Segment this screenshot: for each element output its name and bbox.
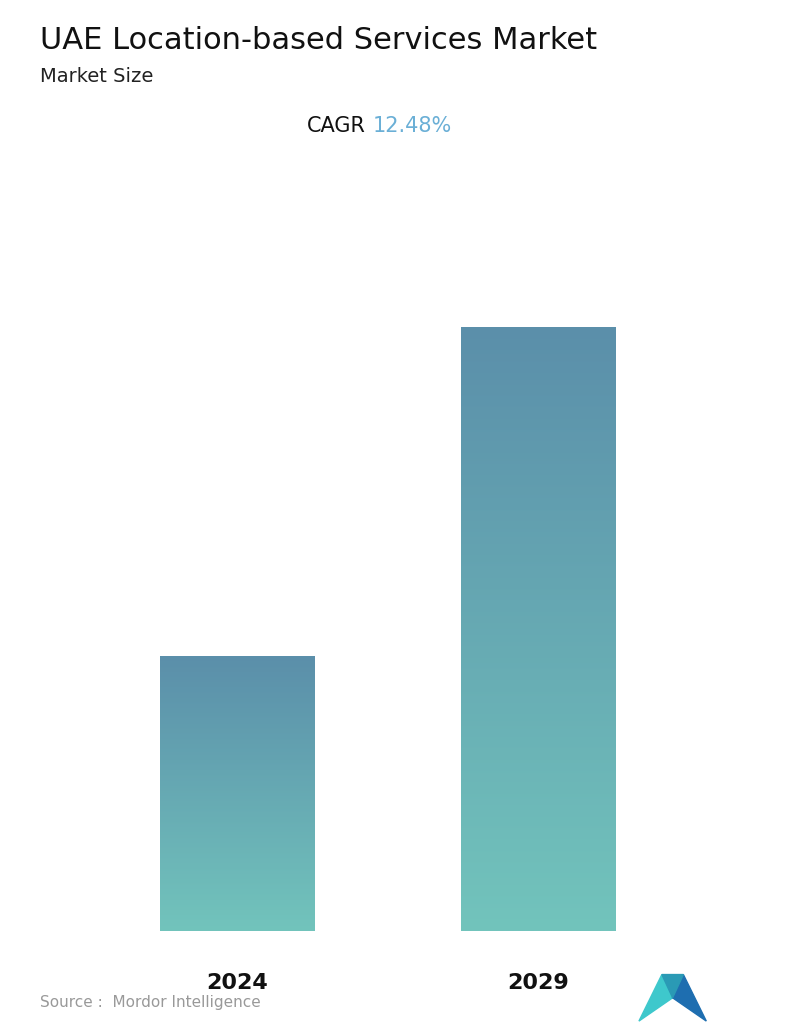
Text: CAGR: CAGR [306,116,365,135]
Polygon shape [639,974,673,1022]
Text: Source :  Mordor Intelligence: Source : Mordor Intelligence [40,996,260,1010]
Text: 12.48%: 12.48% [373,116,452,135]
Polygon shape [673,974,706,1022]
Polygon shape [662,974,684,998]
Text: UAE Location-based Services Market: UAE Location-based Services Market [40,26,597,55]
Text: 2029: 2029 [507,973,569,993]
Text: Market Size: Market Size [40,67,153,86]
Text: 2024: 2024 [206,973,267,993]
